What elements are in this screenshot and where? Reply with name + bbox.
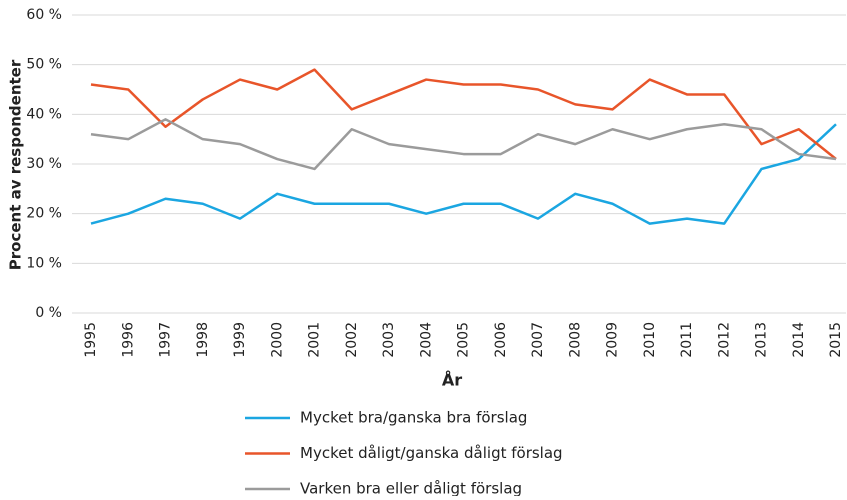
series-line bbox=[90, 68, 837, 161]
legend-label: Mycket dåligt/ganska dåligt förslag bbox=[300, 444, 563, 462]
series-line bbox=[90, 118, 837, 171]
y-tick-label: 60 % bbox=[26, 7, 62, 23]
y-tick-label: 0 % bbox=[35, 305, 62, 321]
y-tick-label: 50 % bbox=[26, 57, 62, 73]
x-tick-label: 2002 bbox=[344, 322, 360, 358]
x-tick-label: 1995 bbox=[83, 322, 99, 358]
y-tick-label: 40 % bbox=[26, 106, 62, 122]
x-tick-label: 2004 bbox=[418, 322, 434, 358]
x-tick-label: 2013 bbox=[754, 322, 770, 358]
x-tick-label: 2009 bbox=[605, 322, 621, 358]
legend-label: Varken bra eller dåligt förslag bbox=[300, 480, 522, 497]
y-tick-label: 30 % bbox=[26, 156, 62, 172]
series-line bbox=[90, 123, 837, 225]
x-tick-label: 2012 bbox=[716, 322, 732, 358]
y-tick-label: 10 % bbox=[26, 255, 62, 271]
x-tick-label: 2010 bbox=[642, 322, 658, 358]
x-tick-label: 1999 bbox=[232, 322, 248, 358]
x-axis-title: År bbox=[442, 371, 462, 390]
x-tick-label: 2001 bbox=[307, 322, 323, 358]
legend-label: Mycket bra/ganska bra förslag bbox=[300, 409, 527, 427]
x-tick-label: 1996 bbox=[120, 322, 136, 358]
x-tick-label: 2008 bbox=[567, 322, 583, 358]
x-tick-label: 2011 bbox=[679, 322, 695, 358]
x-tick-label: 2000 bbox=[269, 322, 285, 358]
x-tick-label: 2005 bbox=[456, 322, 472, 358]
y-axis-title: Procent av respondenter bbox=[7, 59, 25, 270]
x-tick-label: 2015 bbox=[828, 322, 844, 358]
y-tick-label: 20 % bbox=[26, 206, 62, 222]
x-tick-label: 2003 bbox=[381, 322, 397, 358]
x-tick-label: 1998 bbox=[195, 322, 211, 358]
x-tick-label: 2006 bbox=[493, 322, 509, 358]
x-tick-label: 1997 bbox=[158, 322, 174, 358]
x-tick-label: 2014 bbox=[791, 322, 807, 358]
x-tick-label: 2007 bbox=[530, 322, 546, 358]
